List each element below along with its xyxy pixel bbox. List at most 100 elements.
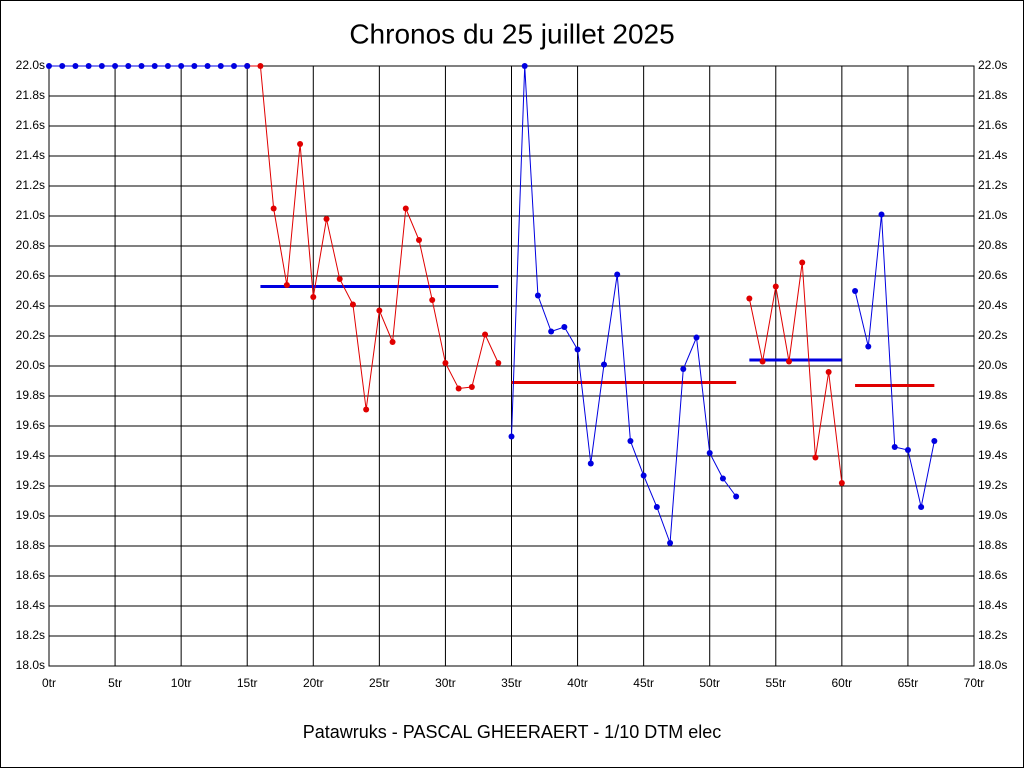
y2-tick-label: 18.6s	[978, 568, 1007, 582]
data-point	[508, 433, 515, 440]
y2-tick-label: 19.4s	[978, 448, 1007, 462]
x-tick-label: 45tr	[633, 676, 654, 690]
data-point	[138, 63, 145, 69]
data-point	[46, 63, 52, 69]
y-tick-label: 21.0s	[16, 208, 45, 222]
data-point	[759, 358, 766, 365]
data-point	[376, 307, 383, 314]
y-tick-label: 20.4s	[16, 298, 45, 312]
y-tick-label: 19.2s	[16, 478, 45, 492]
y-tick-label: 22.0s	[16, 58, 45, 72]
data-point	[59, 63, 66, 69]
data-point	[125, 63, 132, 69]
y2-tick-label: 20.4s	[978, 298, 1007, 312]
data-point	[838, 480, 845, 486]
y-tick-label: 19.0s	[16, 508, 45, 522]
y2-tick-label: 21.2s	[978, 178, 1007, 192]
data-point	[389, 339, 396, 345]
data-point	[534, 292, 541, 299]
data-point	[574, 346, 581, 353]
data-point	[468, 384, 475, 390]
x-tick-label: 5tr	[108, 676, 122, 690]
y2-tick-label: 18.0s	[978, 658, 1007, 672]
y-tick-label: 18.4s	[16, 598, 45, 612]
data-point	[799, 259, 806, 266]
y2-tick-label: 18.4s	[978, 598, 1007, 612]
x-tick-label: 50tr	[699, 676, 720, 690]
data-point	[614, 271, 621, 278]
data-point	[336, 276, 343, 282]
x-tick-label: 0tr	[42, 676, 56, 690]
data-point	[402, 205, 409, 212]
data-point	[244, 63, 251, 69]
data-point	[349, 301, 356, 308]
y-tick-label: 18.2s	[16, 628, 45, 642]
data-point	[416, 237, 422, 243]
y2-tick-label: 20.2s	[978, 328, 1007, 342]
series-line	[511, 65, 737, 544]
data-point	[548, 328, 555, 335]
y-tick-label: 19.4s	[16, 448, 45, 462]
y2-tick-label: 19.2s	[978, 478, 1007, 492]
data-point	[429, 297, 436, 303]
y2-tick-label: 20.8s	[978, 238, 1007, 252]
data-point	[931, 438, 938, 444]
y-tick-label: 21.8s	[16, 88, 45, 102]
data-point	[231, 63, 237, 69]
data-point	[786, 358, 792, 365]
y-tick-label: 18.0s	[16, 658, 45, 672]
data-point	[112, 63, 119, 69]
data-point	[72, 63, 79, 69]
x-tick-label: 65tr	[898, 676, 919, 690]
data-point	[680, 366, 687, 372]
data-point	[164, 63, 171, 69]
y-tick-label: 19.8s	[16, 388, 45, 402]
y2-tick-label: 18.8s	[978, 538, 1007, 552]
y-tick-label: 21.2s	[16, 178, 45, 192]
data-point	[772, 283, 779, 290]
data-point	[98, 63, 105, 69]
series-line	[247, 65, 499, 410]
y2-tick-label: 19.6s	[978, 418, 1007, 432]
data-point	[178, 63, 185, 69]
y2-tick-label: 19.0s	[978, 508, 1007, 522]
data-point	[495, 360, 502, 366]
data-point	[746, 295, 753, 302]
data-point	[733, 493, 740, 500]
chart-subtitle: Patawruks - PASCAL GHEERAERT - 1/10 DTM …	[303, 722, 721, 742]
data-point	[204, 63, 211, 69]
data-point	[587, 460, 594, 467]
x-tick-label: 40tr	[567, 676, 588, 690]
data-point	[627, 438, 634, 444]
data-point	[601, 361, 607, 368]
data-point	[270, 205, 277, 212]
data-point	[455, 385, 462, 392]
x-tick-label: 60tr	[832, 676, 853, 690]
data-point	[891, 444, 898, 450]
x-tick-label: 35tr	[501, 676, 522, 690]
data-point	[442, 360, 449, 366]
data-point	[521, 63, 528, 69]
data-point	[482, 331, 489, 338]
data-point	[852, 288, 859, 294]
data-point	[878, 211, 885, 218]
x-tick-label: 25tr	[369, 676, 390, 690]
x-tick-label: 10tr	[171, 676, 192, 690]
x-tick-label: 30tr	[435, 676, 456, 690]
y2-tick-label: 21.8s	[978, 88, 1007, 102]
data-point	[310, 294, 317, 300]
y-tick-label: 20.2s	[16, 328, 45, 342]
y2-tick-label: 20.0s	[978, 358, 1007, 372]
data-point	[283, 282, 290, 288]
y2-tick-label: 21.0s	[978, 208, 1007, 222]
y-tick-label: 18.8s	[16, 538, 45, 552]
y2-tick-label: 21.4s	[978, 148, 1007, 162]
data-point	[363, 406, 370, 413]
data-point	[693, 334, 700, 341]
data-point	[323, 216, 330, 222]
y2-tick-label: 19.8s	[978, 388, 1007, 402]
data-point	[217, 63, 224, 69]
data-point	[257, 63, 264, 69]
data-point	[297, 141, 304, 147]
